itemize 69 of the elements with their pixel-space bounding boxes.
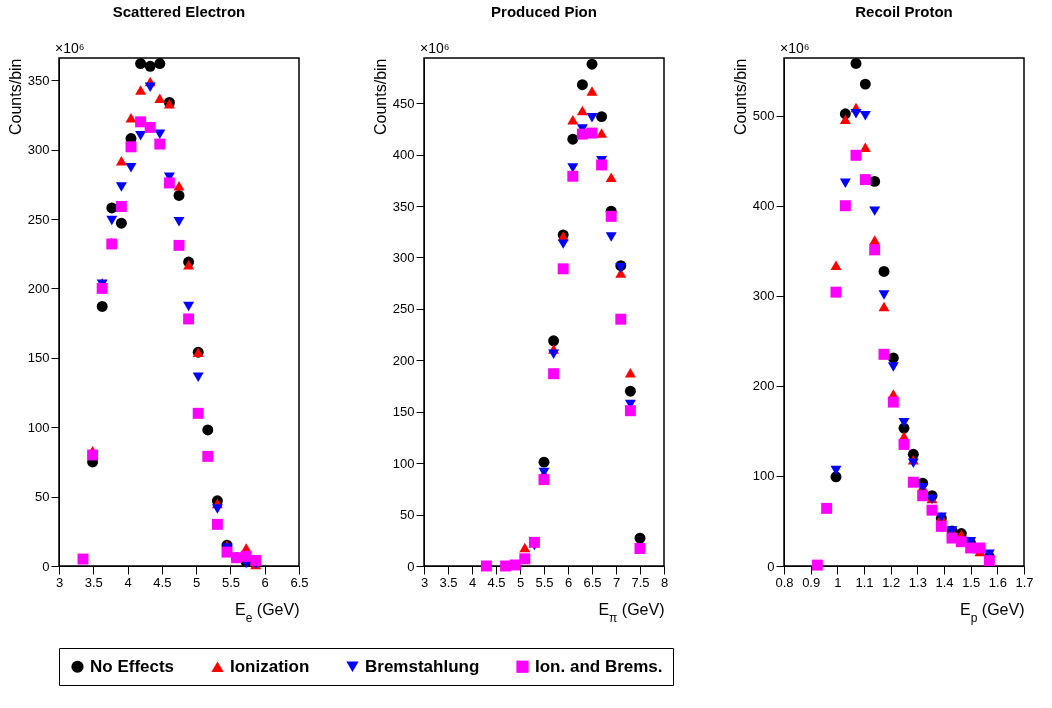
x-tick-label: 3 bbox=[55, 574, 64, 590]
y-axis-title: Counts/bin bbox=[731, 58, 749, 135]
y-tick-label: 150 bbox=[27, 350, 50, 366]
y-tick-label: 200 bbox=[752, 378, 775, 394]
y-tick-label: 0 bbox=[407, 558, 415, 574]
y-tick-label: 300 bbox=[27, 142, 50, 158]
y-tick-label: 100 bbox=[752, 468, 775, 484]
y-axis-title: Counts/bin bbox=[6, 58, 24, 135]
text: ×10⁶ bbox=[780, 40, 810, 56]
y-tick-label: 500 bbox=[752, 108, 775, 124]
x-tick-label: 5.5 bbox=[221, 574, 240, 590]
x-axis-title: E$_{π}$ (GeV) bbox=[598, 600, 665, 625]
chart-title: Recoil Proton bbox=[855, 3, 953, 20]
x-tick-label: 6.5 bbox=[290, 574, 309, 590]
text: ×10⁶ bbox=[55, 40, 85, 56]
y-tick-label: 0 bbox=[42, 558, 50, 574]
legend-label: Bremstahlung bbox=[365, 656, 480, 676]
x-axis-title: E$_{p}$ (GeV) bbox=[960, 600, 1025, 625]
y-tick-label: 250 bbox=[27, 211, 50, 227]
y-tick-label: 450 bbox=[392, 95, 415, 111]
y-tick-label: 200 bbox=[27, 280, 50, 296]
x-tick-label: 1.5 bbox=[962, 574, 981, 590]
x-tick-label: 5.5 bbox=[535, 574, 554, 590]
legend-label: Ionization bbox=[230, 656, 310, 676]
y-tick-label: 0 bbox=[767, 558, 775, 574]
x-tick-label: 4 bbox=[124, 574, 132, 590]
x-tick-label: 3.5 bbox=[439, 574, 458, 590]
x-tick-label: 0.8 bbox=[775, 574, 794, 590]
y-tick-label: 400 bbox=[752, 198, 775, 214]
x-tick-label: 1 bbox=[834, 574, 842, 590]
y-tick-label: 300 bbox=[752, 288, 775, 304]
x-tick-label: 6 bbox=[564, 574, 573, 590]
x-axis-title: E$_{e}$ (GeV) bbox=[235, 600, 300, 625]
x-tick-label: 1.4 bbox=[935, 574, 954, 590]
y-tick-label: 350 bbox=[392, 198, 415, 214]
x-tick-label: 4.5 bbox=[153, 574, 172, 590]
text: ×10⁶ bbox=[420, 40, 450, 56]
x-tick-label: 1.1 bbox=[855, 574, 874, 590]
y-tick-label: 150 bbox=[392, 404, 415, 420]
x-tick-label: 0.9 bbox=[802, 574, 821, 590]
y-tick-label: 350 bbox=[27, 72, 50, 88]
legend-label: Ion. and Brems. bbox=[535, 656, 663, 676]
x-tick-label: 5 bbox=[193, 574, 201, 590]
x-tick-label: 1.3 bbox=[908, 574, 927, 590]
x-tick-label: 6 bbox=[261, 574, 269, 590]
x-tick-label: 7 bbox=[612, 574, 621, 590]
x-tick-label: 3.5 bbox=[84, 574, 103, 590]
y-tick-label: 250 bbox=[392, 301, 415, 317]
x-tick-label: 7.5 bbox=[631, 574, 650, 590]
y-tick-label: 400 bbox=[392, 147, 415, 163]
y-axis-title: Counts/bin bbox=[371, 58, 389, 135]
x-tick-label: 4 bbox=[468, 574, 477, 590]
x-tick-label: 5 bbox=[516, 574, 525, 590]
x-tick-label: 1.7 bbox=[1015, 574, 1034, 590]
y-tick-label: 50 bbox=[400, 507, 415, 523]
y-tick-label: 100 bbox=[392, 455, 415, 471]
x-tick-label: 6.5 bbox=[583, 574, 602, 590]
y-tick-label: 100 bbox=[27, 419, 50, 435]
x-tick-label: 1.2 bbox=[882, 574, 901, 590]
y-tick-label: 300 bbox=[392, 250, 415, 265]
y-tick-label: 50 bbox=[35, 489, 50, 505]
y-tick-label: 200 bbox=[392, 352, 415, 368]
x-tick-label: 8 bbox=[660, 574, 669, 590]
x-tick-label: 1.6 bbox=[988, 574, 1007, 590]
chart-title: Produced Pion bbox=[491, 3, 597, 20]
legend-label: No Effects bbox=[90, 656, 175, 676]
x-tick-label: 4.5 bbox=[487, 574, 506, 590]
chart-title: Scattered Electron bbox=[112, 3, 246, 20]
x-tick-label: 3 bbox=[420, 574, 429, 590]
